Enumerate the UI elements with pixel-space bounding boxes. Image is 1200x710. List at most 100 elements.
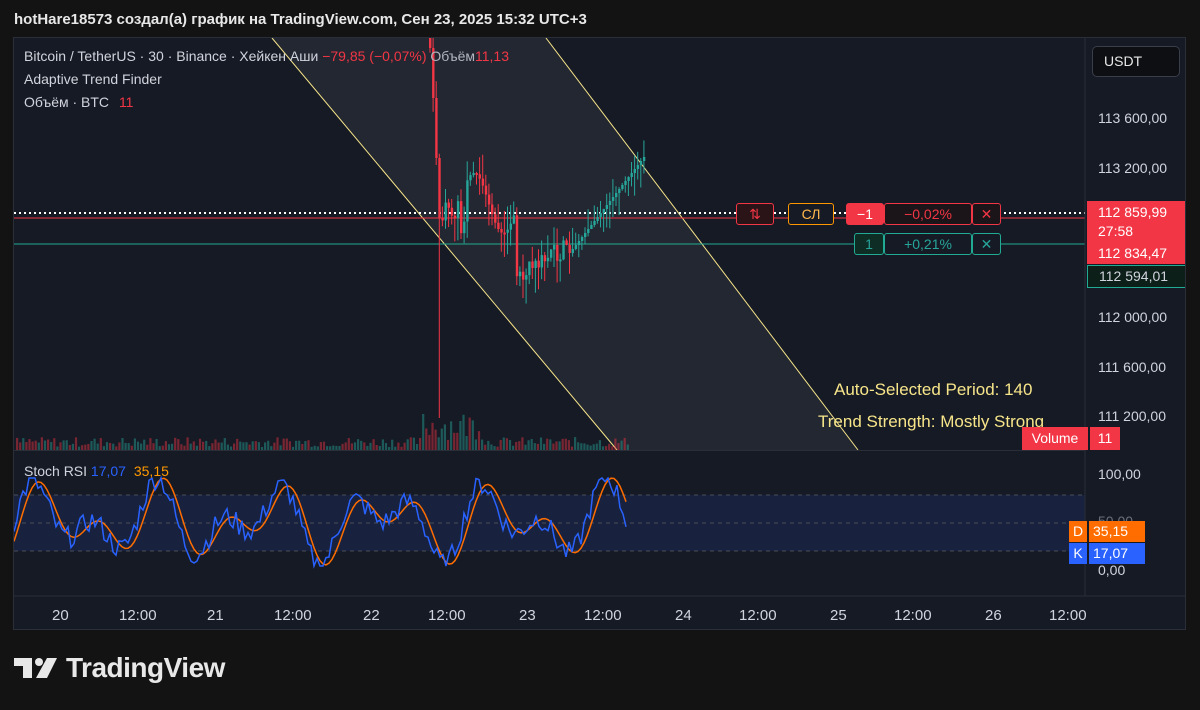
candle-body [543, 255, 547, 262]
volume-bar [536, 443, 539, 450]
volume-bar [465, 435, 468, 450]
stop-loss-button[interactable]: СЛ [788, 203, 834, 225]
candle-body [611, 197, 615, 201]
volume-bar [419, 437, 422, 450]
reverse-position-button[interactable]: ⇅ [736, 203, 774, 225]
candle-body [491, 204, 494, 215]
candle-body [522, 271, 525, 280]
candle-body [466, 180, 469, 222]
candle-body [438, 158, 441, 218]
time-tick: 12:00 [584, 607, 622, 624]
stoch-title[interactable]: Stoch RSI [24, 463, 88, 479]
volume-bar [146, 444, 149, 450]
volume-label: Объём [430, 48, 475, 64]
stoch-k-line [14, 475, 627, 569]
volume-bar [508, 439, 512, 450]
stoch-d-tag-value: 35,15 [1089, 521, 1145, 542]
volume-bar [344, 442, 347, 450]
volume-bar [164, 441, 167, 450]
volume-bar [28, 439, 31, 450]
candle-body [636, 165, 640, 169]
volume-bar [450, 421, 453, 450]
candle-body [512, 215, 516, 224]
volume-bar [112, 443, 115, 450]
volume-bar [601, 446, 605, 450]
volume-bar [158, 446, 161, 450]
candle-body [528, 261, 531, 276]
candle-body [556, 245, 559, 261]
volume-bar [623, 437, 626, 450]
time-tick: 12:00 [739, 607, 777, 624]
candle-body [593, 221, 596, 225]
candle-body [587, 229, 590, 233]
volume-bar [177, 439, 180, 450]
price-tick: 113 200,00 [1098, 160, 1168, 176]
stoch-d-tag-letter: D [1069, 521, 1087, 542]
candle-body [481, 178, 485, 186]
candle-body [580, 237, 584, 241]
volume-bar [561, 438, 564, 450]
volume-bar [515, 441, 518, 450]
volume-bar [282, 438, 285, 450]
chart-canvas[interactable] [14, 38, 1185, 629]
volume-bar [589, 445, 592, 450]
volume-bar [493, 446, 496, 450]
candle-countdown: 27:58 [1098, 223, 1134, 239]
volume-bar [347, 438, 350, 450]
time-tick: 23 [519, 607, 536, 624]
volume-bar [25, 442, 28, 450]
volume-bar [214, 439, 217, 450]
price-tick: 111 600,00 [1098, 359, 1166, 375]
volume-bar [394, 446, 397, 450]
volume-bar [96, 443, 99, 450]
close-buy-button[interactable]: ✕ [972, 233, 1001, 255]
candle-body [494, 214, 497, 223]
candle-body [574, 245, 578, 249]
currency-button[interactable]: USDT [1092, 46, 1180, 77]
indicator-legend[interactable]: Adaptive Trend Finder [24, 71, 162, 87]
volume-bar [549, 439, 552, 450]
tradingview-logo-icon [14, 658, 57, 678]
volume-bar [90, 441, 93, 450]
pane-separator[interactable] [14, 450, 1085, 451]
buy-quantity[interactable]: 1 [854, 233, 884, 255]
volume-bar [31, 441, 34, 450]
volume-bar [552, 443, 555, 450]
volume-bar [174, 437, 177, 450]
candle-body [590, 225, 593, 229]
volume-bar [415, 443, 419, 450]
chart-area[interactable]: Bitcoin / TetherUS · 30 · Binance · Хейк… [13, 37, 1186, 630]
volume-bar [124, 442, 127, 450]
volume-bar [543, 443, 546, 450]
volume-bar [34, 440, 37, 450]
volume-bar [149, 438, 152, 450]
stoch-legend[interactable]: Stoch RSI 17,07 35,15 [24, 463, 169, 479]
tradingview-logo[interactable]: TradingView [14, 652, 225, 684]
volume-value: 11,13 [475, 48, 509, 64]
volume-bar [446, 439, 450, 450]
volume-bar [183, 445, 186, 450]
close-sell-button[interactable]: ✕ [972, 203, 1001, 225]
symbol-legend[interactable]: Bitcoin / TetherUS · 30 · Binance · Хейк… [24, 48, 509, 64]
volume-bar [468, 417, 471, 450]
sell-quantity[interactable]: −1 [846, 203, 884, 225]
volume-bar [409, 437, 412, 450]
volume-bar [78, 446, 81, 450]
volume-bar [586, 444, 589, 450]
volume-bar [453, 432, 456, 450]
volume-bar [109, 442, 112, 450]
volume-bar [539, 437, 543, 450]
time-tick: 12:00 [119, 607, 157, 624]
symbol-title[interactable]: Bitcoin / TetherUS · 30 · Binance · Хейк… [24, 48, 319, 64]
candle-body [450, 207, 454, 216]
stoch-d-line [14, 477, 627, 566]
volume-bar [546, 438, 549, 450]
candle-body [472, 173, 475, 176]
current-price-tag: 112 859,99 27:58 [1087, 201, 1185, 243]
volume-bar [388, 446, 391, 450]
candle-body [506, 229, 509, 233]
volume-bar [592, 444, 595, 450]
volume-bar [143, 439, 146, 450]
volume-bar [115, 446, 118, 450]
volume-legend[interactable]: Объём · BTC 11 [24, 94, 133, 110]
